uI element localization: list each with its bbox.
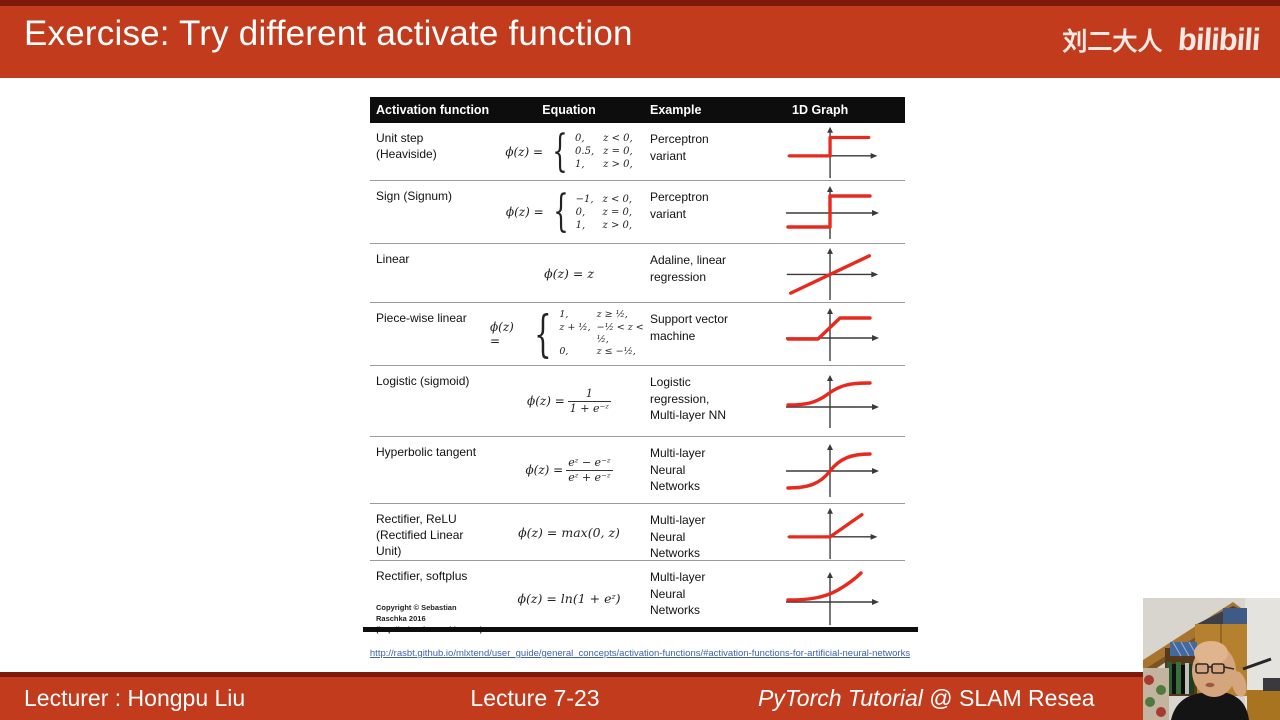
row-graph: [778, 181, 905, 243]
row-example: Multi-layer Neural Networks: [650, 570, 706, 618]
equation-fraction: 1 1 + e⁻ᶻ: [567, 386, 611, 415]
equation-text: ϕ(z) = max(0, z): [518, 525, 620, 541]
row-name: Rectifier, softplus Copyright © Sebastia…: [370, 561, 490, 635]
table-row: Unit step (Heaviside) ϕ(z) = { 0, z < 0, …: [370, 123, 905, 181]
row-name: Hyperbolic tangent: [376, 445, 477, 459]
row-graph: [778, 437, 905, 503]
row-graph: [778, 561, 905, 635]
row-graph: [778, 303, 905, 365]
course-title-rest: @ SLAM Resea: [922, 685, 1095, 711]
source-link-row: http://rasbt.github.io/mlxtend/user_guid…: [300, 648, 980, 659]
course-title: PyTorch Tutorial @ SLAM Resea: [758, 685, 1095, 712]
equation-prefix: ϕ(z) =: [490, 320, 514, 348]
equation-text: ϕ(z) = ln(1 + eᶻ): [517, 590, 621, 606]
brand-area: 刘二大人 bilibili: [1062, 22, 1262, 58]
row-example: Perceptron variant: [650, 190, 709, 221]
table-bottom-rule: [363, 627, 918, 632]
col-header-activation: Activation function: [376, 103, 490, 117]
col-header-equation: Equation: [542, 103, 596, 117]
title-bar: Exercise: Try different activate functio…: [0, 0, 1280, 78]
brace-glyph: {: [533, 305, 552, 363]
equation-prefix: ϕ(z) =: [505, 205, 544, 219]
course-title-italic: PyTorch Tutorial: [758, 685, 923, 711]
row-example: Support vector machine: [650, 312, 729, 343]
equation-fraction: eᶻ − e⁻ᶻ eᶻ + e⁻ᶻ: [566, 455, 613, 484]
tanh-graph-icon: [786, 444, 879, 497]
step-graph-icon: [787, 126, 878, 178]
row-graph: [778, 366, 905, 436]
row-name: Logistic (sigmoid): [376, 374, 470, 388]
row-example: Multi-layer Neural Networks: [650, 446, 706, 494]
row-name: Rectifier, ReLU (Rectified Linear Unit): [376, 512, 464, 558]
table-row: Rectifier, ReLU (Rectified Linear Unit) …: [370, 504, 905, 561]
brace-glyph: {: [552, 186, 569, 237]
row-name: Piece-wise linear: [376, 311, 467, 325]
col-header-example: Example: [650, 103, 702, 117]
row-equation: ϕ(z) = { −1, z < 0, 0, z = 0, 1, z > 0,: [490, 181, 648, 243]
sign-graph-icon: [786, 186, 879, 239]
row-equation: ϕ(z) = 1 1 + e⁻ᶻ: [490, 366, 648, 436]
equation-prefix: ϕ(z) =: [505, 144, 544, 159]
table-header-row: Activation function Equation Example 1D …: [370, 97, 905, 123]
row-example: Perceptron variant: [650, 132, 709, 163]
row-name: Unit step (Heaviside): [376, 131, 437, 161]
lecture-number: Lecture 7-23: [470, 685, 600, 711]
activation-table: Activation function Equation Example 1D …: [370, 97, 905, 634]
brace-glyph: {: [552, 125, 568, 177]
table-row: Linear ϕ(z) = z Adaline, linear regressi…: [370, 244, 905, 303]
row-example: Multi-layer Neural Networks: [650, 513, 706, 561]
equation-text: ϕ(z) = z: [544, 265, 594, 281]
row-equation: ϕ(z) = z: [490, 244, 648, 302]
webcam-video: [1143, 598, 1280, 720]
row-graph: [778, 244, 905, 302]
equation-cases: 1, z ≥ ½, z + ½, −½ < z < ½, 0, z ≤ −½,: [559, 309, 644, 358]
equation-prefix: ϕ(z) =: [527, 394, 565, 408]
row-equation: ϕ(z) = eᶻ − e⁻ᶻ eᶻ + e⁻ᶻ: [490, 437, 648, 503]
lecturer-label: Lecturer : Hongpu Liu: [24, 685, 246, 711]
equation-cases: −1, z < 0, 0, z = 0, 1, z > 0,: [575, 193, 633, 231]
row-equation: ϕ(z) = { 0, z < 0, 0.5, z = 0, 1, z > 0,: [490, 123, 648, 180]
equation-cases: 0, z < 0, 0.5, z = 0, 1, z > 0,: [575, 133, 633, 170]
piecewise-graph-icon: [786, 308, 879, 361]
row-equation: ϕ(z) = max(0, z): [490, 504, 648, 562]
row-name: Linear: [376, 252, 410, 266]
softplus-graph-icon: [786, 571, 879, 626]
webcam-scene: [1143, 598, 1280, 720]
table-row: Sign (Signum) ϕ(z) = { −1, z < 0, 0, z = 0…: [370, 181, 905, 244]
sigmoid-graph-icon: [786, 375, 879, 428]
row-graph: [778, 504, 905, 562]
equation-prefix: ϕ(z) =: [525, 463, 564, 477]
col-header-graph: 1D Graph: [792, 103, 849, 117]
footer-bar: Lecturer : Hongpu Liu Lecture 7-23 PyTor…: [0, 672, 1280, 720]
source-link[interactable]: http://rasbt.github.io/mlxtend/user_guid…: [369, 648, 911, 659]
row-equation: ϕ(z) = { 1, z ≥ ½, z + ½, −½ < z < ½, 0, z …: [490, 303, 648, 365]
table-row: Rectifier, softplus Copyright © Sebastia…: [370, 561, 905, 634]
row-equation: ϕ(z) = ln(1 + eᶻ): [490, 561, 648, 635]
table-row: Piece-wise linear ϕ(z) = { 1, z ≥ ½, z + …: [370, 303, 905, 366]
table-row: Hyperbolic tangent ϕ(z) = eᶻ − e⁻ᶻ eᶻ + …: [370, 437, 905, 504]
row-graph: [778, 123, 905, 180]
linear-graph-icon: [786, 247, 879, 300]
row-example: Logistic regression, Multi-layer NN: [650, 375, 727, 423]
row-example: Adaline, linear regression: [650, 253, 727, 284]
row-name: Sign (Signum): [376, 189, 453, 203]
channel-name: 刘二大人: [1062, 28, 1163, 56]
bilibili-logo: bilibili: [1177, 22, 1262, 57]
page-title: Exercise: Try different activate functio…: [24, 14, 633, 53]
table-row: Logistic (sigmoid) ϕ(z) = 1 1 + e⁻ᶻ Logi…: [370, 366, 905, 437]
relu-graph-icon: [787, 507, 878, 559]
